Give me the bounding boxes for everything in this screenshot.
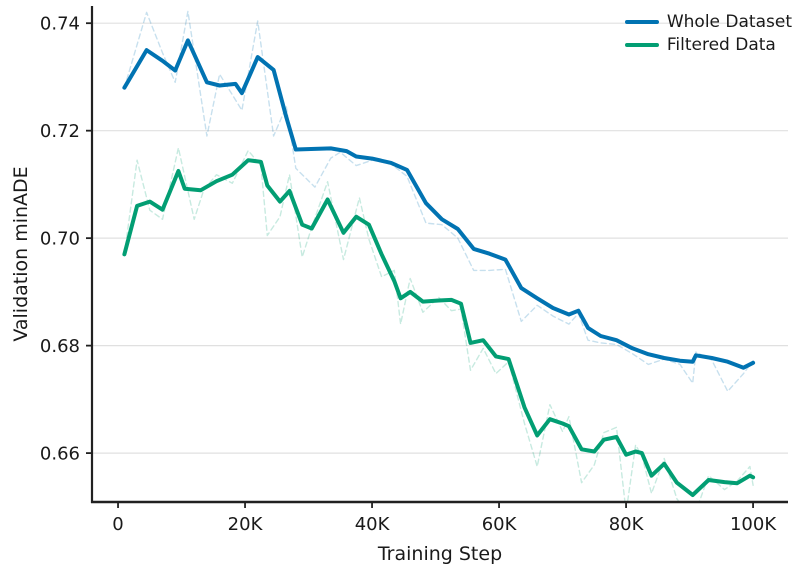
series-group	[122, 10, 756, 502]
x-tick-label-0: 0	[112, 514, 123, 535]
series-line-filtered-data	[122, 158, 756, 497]
y-tick-label-0.66: 0.66	[40, 444, 80, 465]
legend-label: Whole Dataset	[666, 12, 792, 32]
legend-label: Filtered Data	[666, 35, 776, 55]
legend-swatch-blue-line-icon	[624, 19, 659, 25]
y-tick-label-0.74: 0.74	[40, 14, 80, 35]
x-axis-label: Training Step	[377, 543, 502, 565]
legend: Whole Dataset Filtered Data	[624, 12, 792, 55]
x-tick-label-100K: 100K	[730, 514, 777, 535]
x-tick-label-20K: 20K	[228, 514, 264, 535]
y-axis-label: Validation minADE	[10, 166, 32, 341]
series-line-filtered-data-raw-unsmoothed	[123, 147, 754, 502]
x-tick-label-40K: 40K	[355, 514, 391, 535]
legend-item-whole-dataset: Whole Dataset	[624, 12, 792, 32]
x-tick-label-60K: 60K	[482, 514, 518, 535]
y-tick-label-0.68: 0.68	[40, 336, 80, 357]
y-tick-label-0.72: 0.72	[40, 121, 80, 142]
series-line-whole-dataset	[122, 38, 756, 370]
y-tick-label-0.70: 0.70	[40, 229, 80, 250]
legend-item-filtered-data: Filtered Data	[624, 35, 792, 55]
series-line-whole-dataset-raw-unsmoothed	[123, 10, 754, 392]
x-tick-label-80K: 80K	[609, 514, 645, 535]
legend-swatch-green-line-icon	[624, 42, 659, 48]
